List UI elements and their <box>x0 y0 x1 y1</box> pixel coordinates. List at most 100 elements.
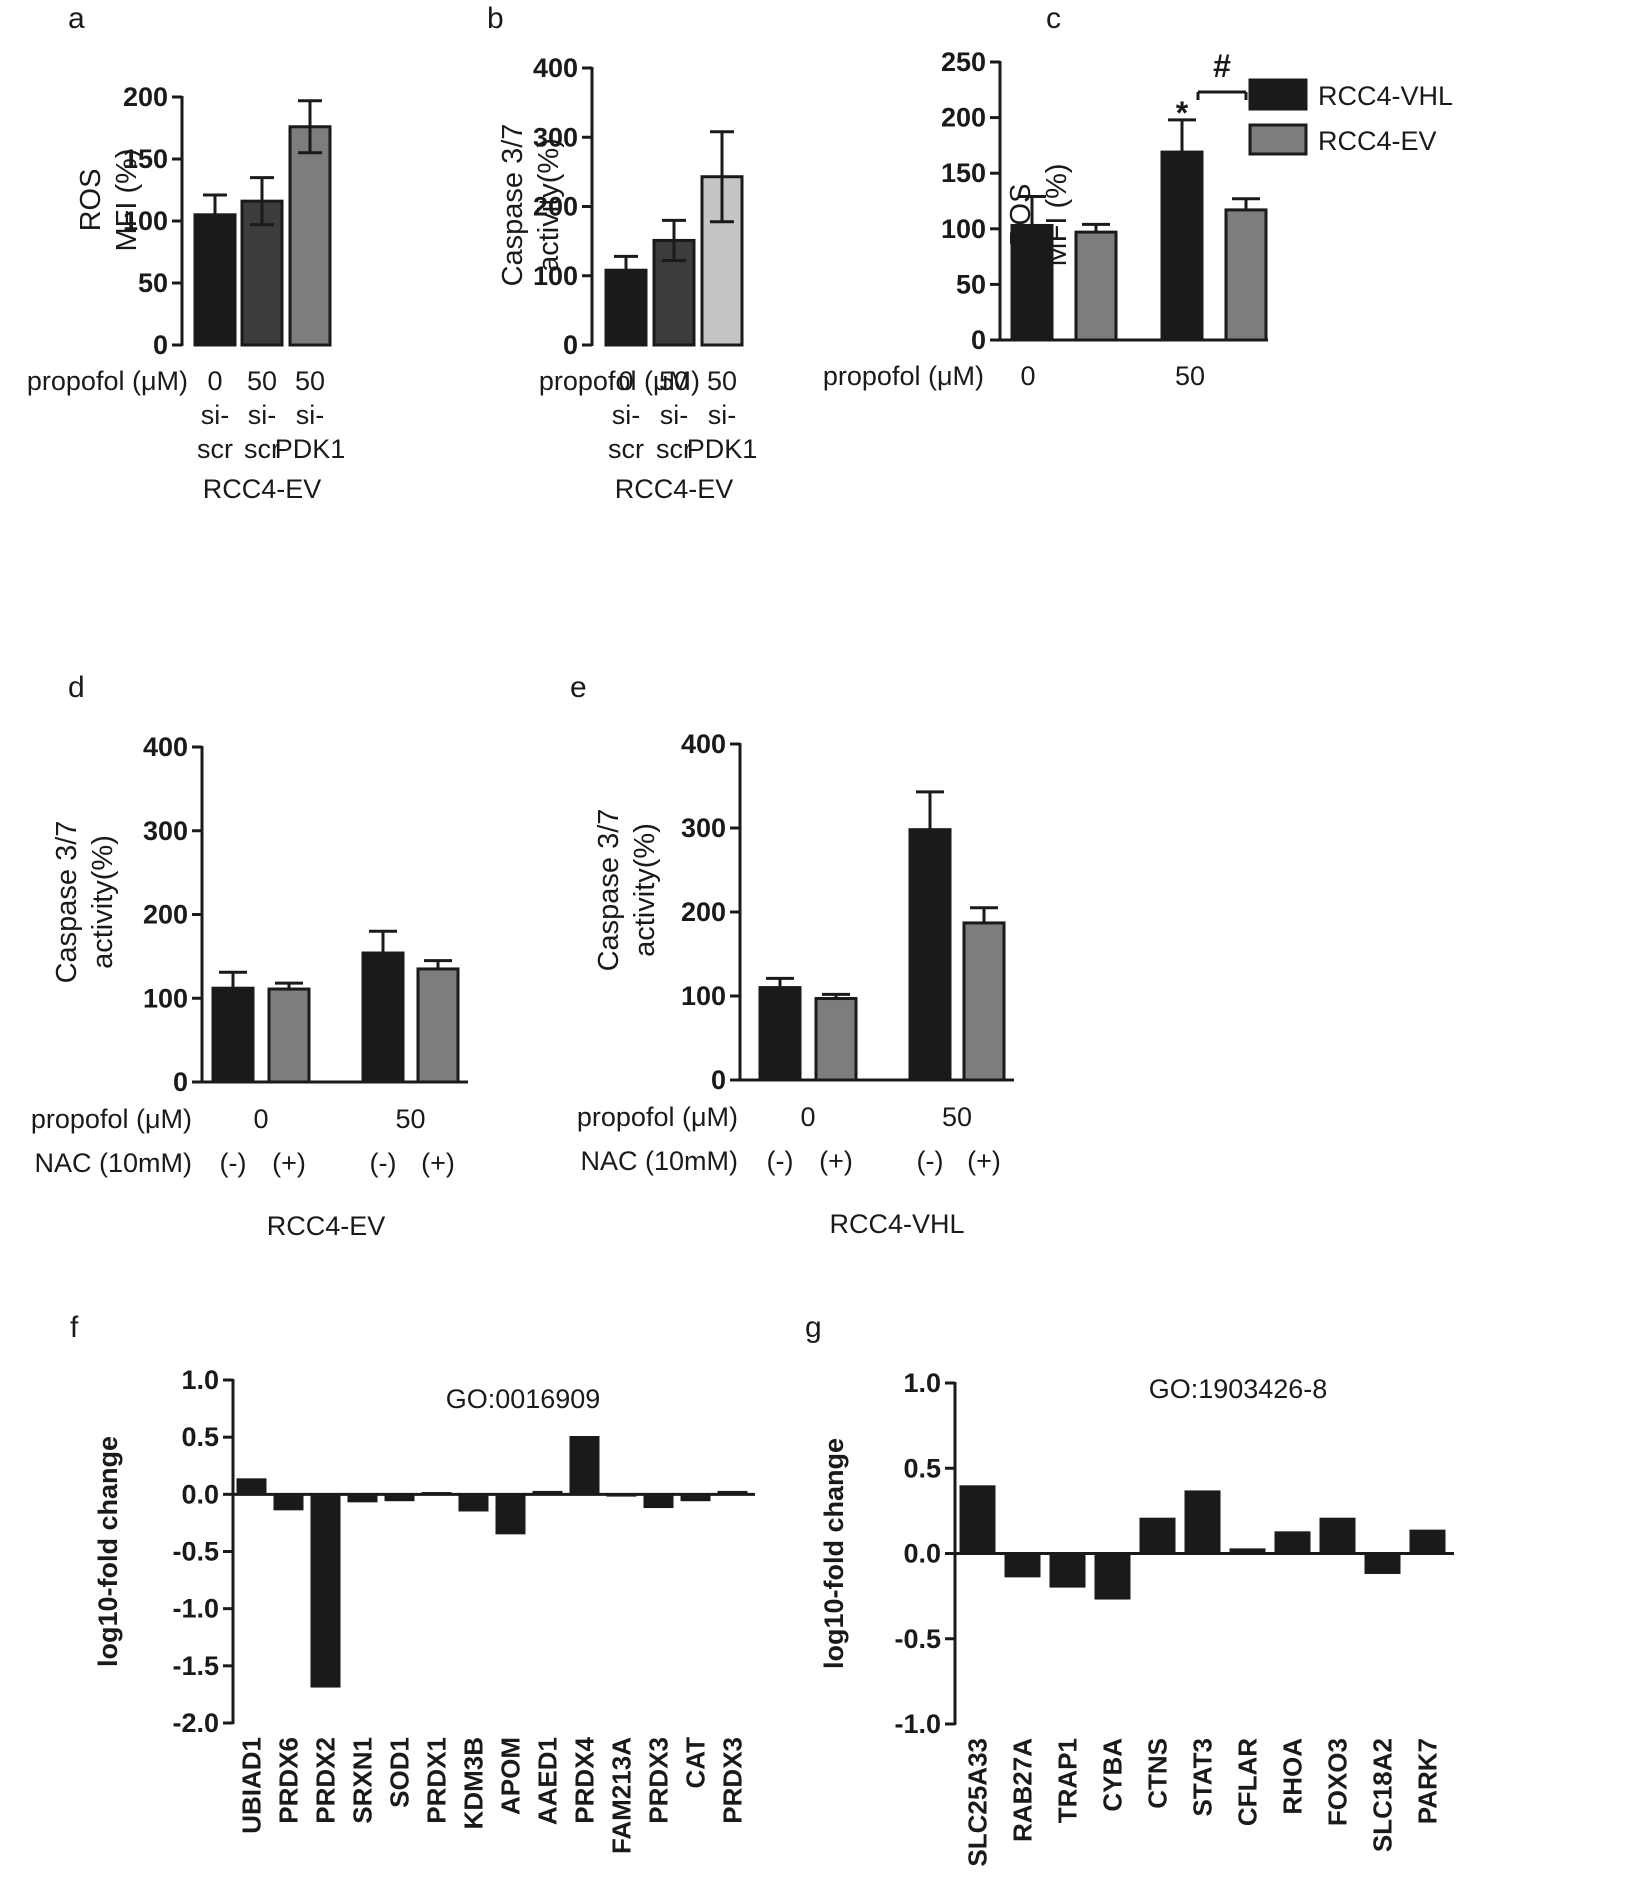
x-category-label: AAED1 <box>533 1737 563 1825</box>
bar <box>717 1490 748 1495</box>
x-category-label: scr <box>244 434 280 464</box>
x-category-label: scr <box>608 434 644 464</box>
x-category-label: CYBA <box>1098 1738 1128 1812</box>
bar <box>384 1494 415 1502</box>
y-tick-label: -0.5 <box>172 1537 219 1567</box>
y-axis-label: activity(%) <box>87 835 119 969</box>
x-category-label: scr <box>656 434 692 464</box>
bar <box>532 1490 563 1495</box>
x-group-label: 50 <box>1175 361 1205 391</box>
bar <box>1229 1548 1266 1554</box>
row-label-propofol: propofol (μM) <box>539 366 700 396</box>
bar <box>1094 1553 1131 1600</box>
panel-letter: b <box>487 2 504 35</box>
x-category-label: PRDX1 <box>422 1737 452 1824</box>
y-tick-label: 0 <box>563 330 578 360</box>
bar <box>236 1478 267 1495</box>
y-tick-label: 0.5 <box>903 1453 941 1483</box>
y-axis-label: activity(%) <box>629 823 661 957</box>
x-category-label: 50 <box>295 366 325 396</box>
x-category-label: SLC25A33 <box>963 1738 993 1867</box>
y-tick-label: -1.0 <box>894 1709 941 1739</box>
x-category-label: PRDX6 <box>274 1737 304 1824</box>
y-tick-label: 1.0 <box>181 1365 219 1395</box>
bar <box>347 1494 378 1503</box>
bar <box>361 951 405 1084</box>
chart-title: GO:0016909 <box>446 1384 601 1414</box>
x-group-label: 50 <box>395 1104 425 1134</box>
bar <box>1010 223 1054 342</box>
bar <box>288 125 332 347</box>
bar <box>1184 1490 1221 1554</box>
row-label-nac: NAC (10mM) <box>34 1148 192 1178</box>
y-tick-label: 300 <box>681 813 726 843</box>
x-category-label: 0 <box>618 366 633 396</box>
x-category-label: TRAP1 <box>1053 1738 1083 1823</box>
y-axis-label: Caspase 3/7 <box>51 821 83 984</box>
bar <box>1319 1517 1356 1554</box>
x-category-label: scr <box>197 434 233 464</box>
group-label: RCC4-EV <box>203 474 322 504</box>
y-axis-label: activity(%) <box>533 138 565 272</box>
bar <box>1160 150 1204 342</box>
legend-swatch <box>1248 78 1308 111</box>
y-tick-label: 100 <box>143 983 188 1013</box>
x-category-label: FAM213A <box>607 1737 637 1854</box>
bar <box>1224 208 1268 342</box>
panel-letter: a <box>68 2 85 35</box>
bar <box>643 1494 674 1509</box>
bar <box>569 1436 600 1495</box>
y-tick-label: 300 <box>533 122 578 152</box>
row-label-propofol: propofol (μM) <box>27 366 188 396</box>
y-tick-label: 50 <box>956 269 986 299</box>
bar <box>908 828 952 1082</box>
nac-label: (+) <box>421 1148 455 1178</box>
x-category-label: CFLAR <box>1233 1738 1263 1826</box>
bar <box>416 967 460 1084</box>
x-category-label: KDM3B <box>459 1737 489 1829</box>
y-axis-label: log10-fold change <box>819 1438 849 1669</box>
x-category-label: PRDX3 <box>718 1737 748 1824</box>
nac-label: (-) <box>220 1148 247 1178</box>
group-label: RCC4-VHL <box>829 1209 964 1239</box>
bar <box>1274 1531 1311 1554</box>
x-category-label: CTNS <box>1143 1738 1173 1809</box>
panel-letter: f <box>70 1311 79 1344</box>
bar <box>680 1494 711 1502</box>
x-category-label: 50 <box>659 366 689 396</box>
bar <box>267 987 311 1084</box>
y-axis-label: ROS <box>75 169 107 232</box>
x-group-label: 50 <box>942 1102 972 1132</box>
x-category-label: 50 <box>707 366 737 396</box>
x-category-label: 0 <box>207 366 222 396</box>
y-tick-label: 100 <box>681 981 726 1011</box>
y-axis-label: Caspase 3/7 <box>497 124 529 287</box>
group-label: RCC4-EV <box>615 474 734 504</box>
x-category-label: SOD1 <box>385 1737 415 1808</box>
y-tick-label: -1.0 <box>172 1594 219 1624</box>
x-category-label: PRDX2 <box>311 1737 341 1824</box>
x-category-label: si- <box>612 400 641 430</box>
panel-letter: e <box>570 671 587 704</box>
y-tick-label: 200 <box>143 900 188 930</box>
x-category-label: FOXO3 <box>1323 1738 1353 1826</box>
bar <box>1004 1553 1041 1578</box>
bar <box>1139 1517 1176 1554</box>
row-label-propofol: propofol (μM) <box>577 1102 738 1132</box>
bar <box>273 1494 304 1511</box>
y-tick-label: 100 <box>123 206 168 236</box>
row-label-propofol: propofol (μM) <box>31 1104 192 1134</box>
x-category-label: si- <box>201 400 230 430</box>
x-category-label: PDK1 <box>687 434 758 464</box>
y-axis-label: MFI (%) <box>111 148 143 251</box>
y-tick-label: 400 <box>681 729 726 759</box>
y-tick-label: 0 <box>173 1067 188 1097</box>
y-tick-label: 200 <box>941 103 986 133</box>
x-category-label: RAB27A <box>1008 1738 1038 1842</box>
y-tick-label: 300 <box>143 816 188 846</box>
bar <box>959 1485 996 1554</box>
x-category-label: PRDX4 <box>570 1736 600 1823</box>
x-category-label: PARK7 <box>1413 1738 1443 1824</box>
panel-letter: g <box>805 1311 822 1344</box>
